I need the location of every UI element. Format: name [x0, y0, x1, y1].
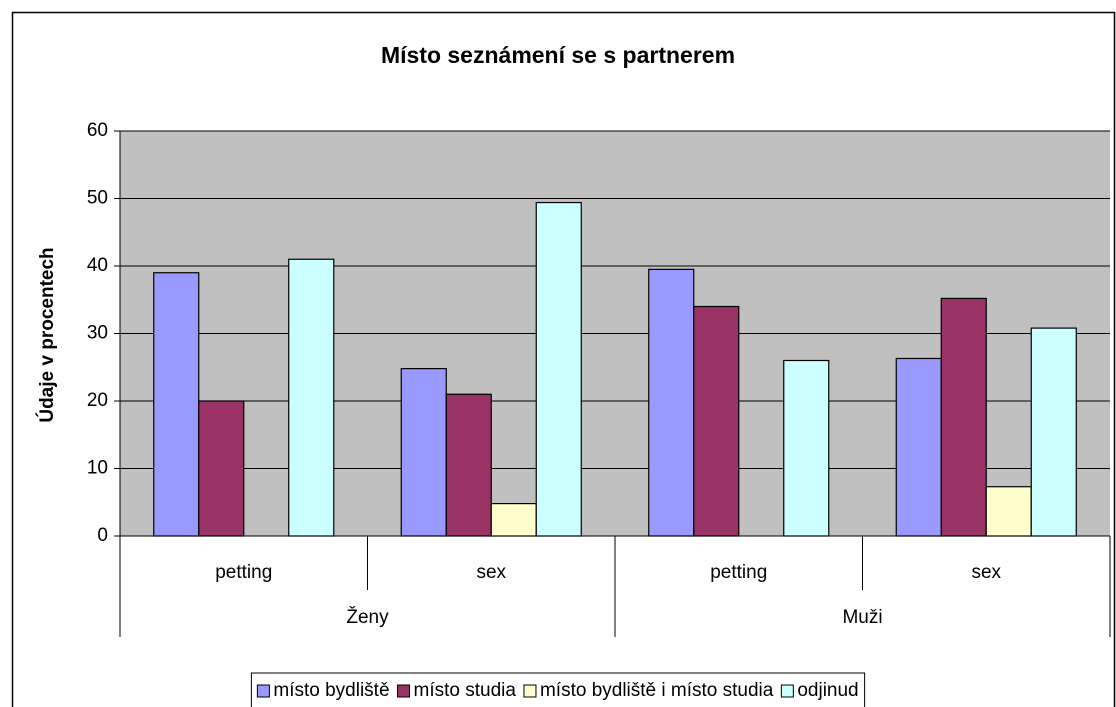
x-tick-label: petting	[215, 562, 272, 583]
y-tick-label: 20	[87, 390, 108, 411]
bar	[445, 393, 492, 537]
legend-swatch	[523, 684, 537, 698]
bar	[288, 258, 335, 537]
x-tick-label: sex	[971, 562, 1001, 583]
legend-swatch	[780, 684, 794, 698]
bar	[535, 201, 582, 537]
legend-label: odjinud	[797, 680, 858, 701]
y-tick-label: 40	[87, 255, 108, 276]
y-tick-label: 30	[87, 323, 108, 344]
y-tick-label: 60	[87, 120, 108, 141]
y-axis-label: Údaje v procentech	[36, 247, 58, 422]
bar	[940, 297, 987, 537]
bar	[153, 272, 200, 537]
legend-swatch	[397, 684, 411, 698]
bar	[400, 368, 447, 537]
y-tick-label: 0	[97, 525, 108, 546]
legend-box	[250, 672, 866, 707]
group-label: Muži	[842, 607, 882, 628]
legend-label: místo bydliště i místo studia	[540, 680, 774, 701]
chart-title: Místo seznámení se s partnerem	[381, 42, 735, 68]
legend-label: místo bydliště	[273, 680, 389, 701]
bar	[783, 359, 830, 537]
y-tick-label: 10	[87, 458, 108, 479]
bar	[693, 305, 740, 537]
bar	[648, 268, 695, 537]
bar	[1030, 327, 1077, 537]
legend-label: místo studia	[414, 680, 517, 701]
bar	[895, 357, 942, 537]
x-tick-label: sex	[476, 562, 506, 583]
bar	[985, 486, 1032, 537]
group-label: Ženy	[346, 606, 389, 628]
x-tick-label: petting	[710, 562, 767, 583]
bar	[198, 400, 245, 537]
bar	[490, 503, 537, 537]
legend-swatch	[256, 684, 270, 698]
y-tick-label: 50	[87, 188, 108, 209]
